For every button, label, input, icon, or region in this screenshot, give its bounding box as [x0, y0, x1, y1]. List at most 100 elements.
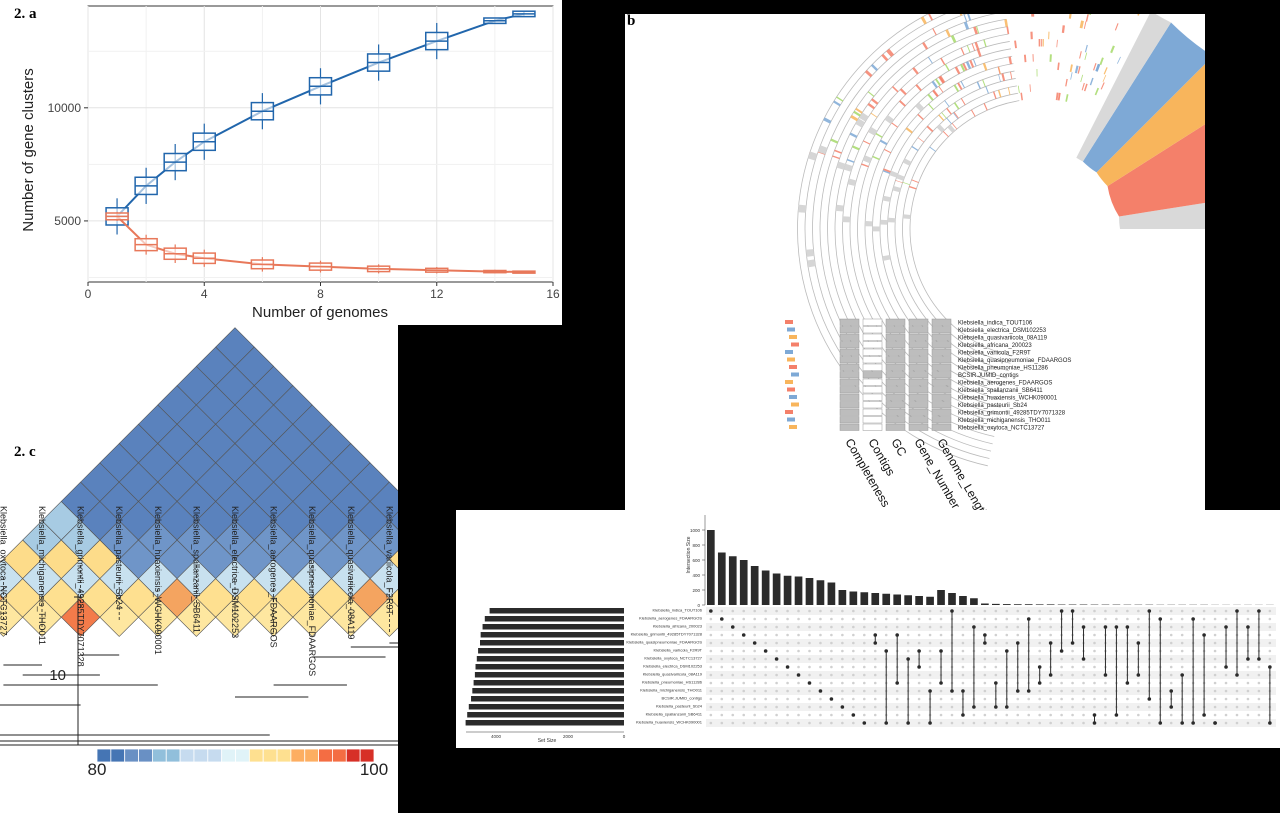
gene-cluster-mark	[1008, 87, 1011, 95]
matrix-dot	[918, 674, 921, 677]
metric-cell	[886, 364, 905, 371]
matrix-dot	[710, 714, 713, 717]
legend-mark	[791, 343, 799, 347]
matrix-dot-active	[917, 665, 921, 669]
gene-cluster-mark	[944, 100, 949, 107]
metric-cell	[840, 319, 859, 326]
matrix-dot	[720, 642, 723, 645]
matrix-dot-active	[1180, 673, 1184, 677]
gene-cluster-mark	[880, 220, 888, 225]
gene-cluster-mark	[1085, 45, 1088, 53]
intersection-bar	[729, 556, 737, 605]
matrix-dot	[907, 618, 910, 621]
upset-y-tick-label: 200	[692, 588, 700, 593]
matrix-dot	[1093, 698, 1096, 701]
matrix-dot	[1104, 706, 1107, 709]
gene-cluster-mark	[1088, 14, 1092, 15]
matrix-dot	[830, 690, 833, 693]
matrix-dot-active	[1191, 617, 1195, 621]
matrix-dot	[929, 634, 932, 637]
strain-legend-label: Klebsiella_electrica_DSM102253	[958, 328, 1047, 334]
metric-cell	[932, 387, 951, 394]
matrix-dot	[1104, 722, 1107, 725]
gene-cluster-mark	[917, 114, 923, 120]
matrix-dot	[962, 626, 965, 629]
matrix-dot	[1093, 690, 1096, 693]
gene-cluster-mark	[945, 29, 950, 37]
matrix-dot	[995, 650, 998, 653]
matrix-dot	[962, 618, 965, 621]
matrix-dot	[852, 690, 855, 693]
gene-cluster-mark	[1103, 75, 1107, 82]
matrix-dot-active	[1049, 673, 1053, 677]
metric-cell	[909, 334, 928, 341]
legend-mark	[785, 320, 793, 324]
matrix-dot	[1247, 674, 1250, 677]
matrix-dot	[753, 610, 756, 613]
matrix-dot	[973, 714, 976, 717]
matrix-dot	[786, 682, 789, 685]
ani-heatmap-chart: 80 100 0 10 Klebsiella_indica_TOUT106Kle…	[0, 325, 398, 813]
gene-cluster-mark	[985, 86, 989, 93]
matrix-dot	[1126, 610, 1129, 613]
gene-cluster-mark	[1084, 84, 1088, 92]
matrix-dot	[808, 698, 811, 701]
matrix-dot	[1137, 698, 1140, 701]
matrix-dot	[962, 666, 965, 669]
gene-cluster-mark	[1096, 64, 1101, 72]
upset-y-tick-label: 600	[692, 558, 700, 563]
matrix-dot	[874, 722, 877, 725]
matrix-dot	[940, 698, 943, 701]
matrix-dot	[1225, 674, 1228, 677]
matrix-dot	[1027, 698, 1030, 701]
matrix-dot	[797, 642, 800, 645]
strain-legend-label: Klebsiella_indica_TOUT106	[958, 321, 1033, 327]
matrix-dot	[764, 610, 767, 613]
intersection-bar	[893, 595, 901, 606]
matrix-dot	[918, 682, 921, 685]
matrix-dot-active	[994, 681, 998, 685]
gene-cluster-mark	[1104, 67, 1108, 74]
matrix-dot	[907, 642, 910, 645]
matrix-dot	[819, 634, 822, 637]
matrix-dot	[940, 642, 943, 645]
matrix-dot	[1093, 650, 1096, 653]
gene-cluster-mark	[832, 155, 840, 159]
set-label: Klebsiella_spallanzanii_SB6411	[646, 712, 703, 717]
set-label: Klebsiella_africana_200023	[653, 624, 703, 629]
gene-cluster-mark	[1020, 93, 1023, 101]
matrix-dot	[808, 722, 811, 725]
gene-cluster-mark	[891, 122, 898, 127]
matrix-dot	[896, 714, 899, 717]
matrix-dot	[1258, 666, 1261, 669]
matrix-dot	[797, 698, 800, 701]
matrix-dot	[1269, 626, 1272, 629]
matrix-dot	[1016, 714, 1019, 717]
matrix-dot	[1258, 674, 1261, 677]
y-tick-label: 5000	[54, 214, 81, 228]
metric-cell	[863, 349, 882, 356]
metric-cell	[886, 417, 905, 424]
matrix-dot	[984, 722, 987, 725]
matrix-dot	[710, 626, 713, 629]
metric-cell	[909, 424, 928, 431]
matrix-dot	[995, 618, 998, 621]
matrix-dot	[1170, 666, 1173, 669]
matrix-dot	[775, 618, 778, 621]
matrix-dot	[863, 714, 866, 717]
gene-cluster-mark	[977, 49, 982, 57]
gene-cluster-mark	[903, 182, 910, 185]
intersection-bar	[904, 595, 912, 605]
matrix-dot	[720, 650, 723, 653]
matrix-dot-active	[906, 657, 910, 661]
set-size-bar	[472, 688, 624, 694]
gene-cluster-mark	[836, 205, 844, 212]
intersection-bar	[937, 590, 945, 605]
gene-cluster-mark	[998, 74, 1001, 81]
matrix-dot	[918, 642, 921, 645]
matrix-dot	[896, 610, 899, 613]
gene-cluster-mark	[929, 147, 936, 152]
matrix-dot-active	[1268, 721, 1272, 725]
gene-cluster-mark	[1018, 86, 1020, 94]
matrix-dot	[973, 610, 976, 613]
